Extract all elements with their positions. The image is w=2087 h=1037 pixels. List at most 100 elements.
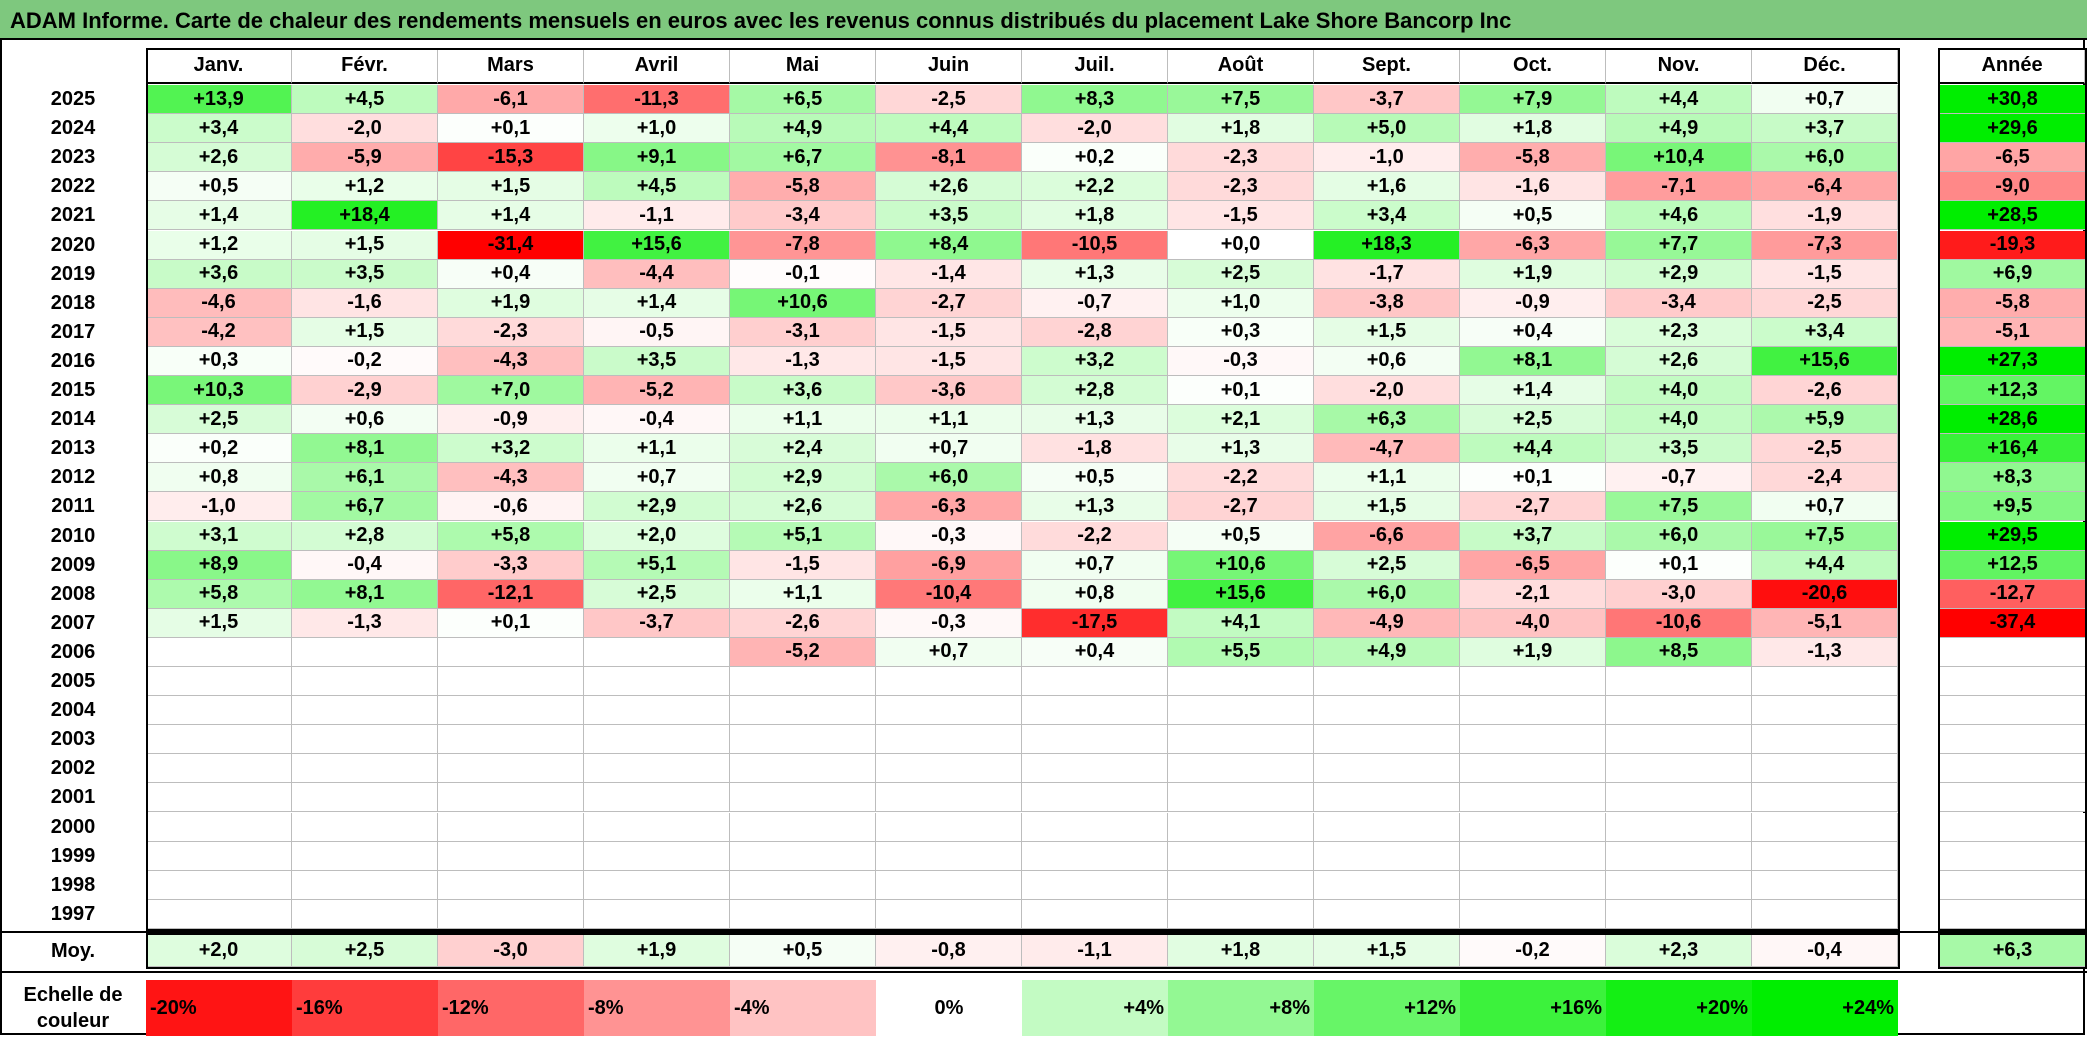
heatmap-cell: +2,5	[1168, 259, 1314, 289]
heatmap-cell: +6,7	[730, 143, 876, 173]
heatmap-cell	[1752, 754, 1898, 784]
year-label: 2001	[50, 786, 96, 809]
heatmap-cell: -17,5	[1022, 608, 1168, 638]
heatmap-cell	[146, 696, 292, 726]
heatmap-cell: -3,8	[1314, 288, 1460, 318]
heatmap-cell: +3,4	[1314, 201, 1460, 231]
heatmap-cell: +0,7	[1022, 550, 1168, 580]
color-scale-stop: +4%	[1022, 980, 1168, 1036]
heatmap-cell: -2,0	[1022, 114, 1168, 144]
month-header: Juin	[876, 48, 1022, 84]
heatmap-cell: -6,1	[438, 85, 584, 115]
month-header: Août	[1168, 48, 1314, 84]
heatmap-cell: +8,3	[1022, 85, 1168, 115]
heatmap-cell: +2,5	[1460, 405, 1606, 435]
annual-cell: +12,3	[1940, 376, 2085, 406]
heatmap-cell: +5,8	[438, 521, 584, 551]
heatmap-cell: +2,3	[1606, 317, 1752, 347]
heatmap-cell	[584, 696, 730, 726]
heatmap-cell	[1606, 725, 1752, 755]
heatmap-cell: +18,3	[1314, 230, 1460, 260]
heatmap-cell: +2,6	[730, 492, 876, 522]
heatmap-cell: -0,9	[438, 405, 584, 435]
heatmap-cell	[730, 667, 876, 697]
heatmap-cell: -0,4	[292, 550, 438, 580]
heatmap-cell	[292, 667, 438, 697]
month-header: Juil.	[1022, 48, 1168, 84]
heatmap-cell: +3,2	[1022, 346, 1168, 376]
heatmap-cell: -2,3	[438, 317, 584, 347]
heatmap-cell: +8,4	[876, 230, 1022, 260]
heatmap-cell	[438, 783, 584, 813]
month-header: Janv.	[146, 48, 292, 84]
annual-cell: -6,5	[1940, 143, 2085, 173]
heatmap-cell: -2,6	[1752, 376, 1898, 406]
heatmap-cell	[730, 783, 876, 813]
heatmap-cell	[146, 754, 292, 784]
heatmap-cell	[1460, 812, 1606, 842]
heatmap-cell: -4,2	[146, 317, 292, 347]
color-scale-stop: -12%	[438, 980, 584, 1036]
heatmap-cell: -11,3	[584, 85, 730, 115]
month-header: Nov.	[1606, 48, 1752, 84]
average-separator-bottom	[0, 971, 2087, 973]
heatmap-cell: +6,7	[292, 492, 438, 522]
heatmap-cell	[876, 725, 1022, 755]
year-label: 2017	[50, 320, 96, 343]
heatmap-cell: -20,6	[1752, 579, 1898, 609]
year-label: 2012	[50, 466, 96, 489]
heatmap-cell: -3,6	[876, 376, 1022, 406]
heatmap-cell	[1168, 725, 1314, 755]
heatmap-cell	[1752, 725, 1898, 755]
annual-cell: +9,5	[1940, 492, 2085, 522]
month-header: Mai	[730, 48, 876, 84]
heatmap-cell: -5,2	[730, 637, 876, 667]
heatmap-cell: +15,6	[1752, 346, 1898, 376]
heatmap-cell: +9,1	[584, 143, 730, 173]
annual-cell: +6,9	[1940, 259, 2085, 289]
heatmap-cell: +1,5	[1314, 317, 1460, 347]
annual-cell: -5,1	[1940, 317, 2085, 347]
heatmap-cell	[876, 696, 1022, 726]
heatmap-cell: +6,0	[1606, 521, 1752, 551]
heatmap-cell: +1,5	[292, 317, 438, 347]
heatmap-cell: +0,1	[1168, 376, 1314, 406]
heatmap-cell: +1,1	[876, 405, 1022, 435]
year-label: 2019	[50, 262, 96, 285]
heatmap-cell	[584, 899, 730, 929]
heatmap-cell: +2,4	[730, 434, 876, 464]
heatmap-cell	[1752, 667, 1898, 697]
heatmap-cell: -2,6	[730, 608, 876, 638]
annual-cell: +29,6	[1940, 114, 2085, 144]
heatmap-cell: -2,0	[292, 114, 438, 144]
heatmap-cell: +7,9	[1460, 85, 1606, 115]
heatmap-cell: -0,1	[730, 259, 876, 289]
heatmap-cell	[292, 783, 438, 813]
heatmap-cell: -12,1	[438, 579, 584, 609]
heatmap-cell	[146, 841, 292, 871]
year-label: 2024	[50, 117, 96, 140]
heatmap-cell	[1168, 899, 1314, 929]
heatmap-cell: -3,4	[1606, 288, 1752, 318]
heatmap-cell: -10,5	[1022, 230, 1168, 260]
heatmap-cell	[438, 841, 584, 871]
heatmap-cell	[1460, 725, 1606, 755]
heatmap-cell	[584, 870, 730, 900]
heatmap-cell: +3,6	[730, 376, 876, 406]
color-scale-stop: -8%	[584, 980, 730, 1036]
heatmap-cell	[1168, 696, 1314, 726]
heatmap-cell: +4,6	[1606, 201, 1752, 231]
heatmap-cell	[584, 783, 730, 813]
heatmap-cell: +5,0	[1314, 114, 1460, 144]
heatmap-cell: -2,3	[1168, 172, 1314, 202]
heatmap-cell: +4,4	[876, 114, 1022, 144]
heatmap-cell	[1606, 783, 1752, 813]
average-cell: +1,5	[1314, 935, 1460, 967]
heatmap-cell: +4,4	[1460, 434, 1606, 464]
heatmap-cell	[1168, 841, 1314, 871]
year-label: 2020	[50, 233, 96, 256]
heatmap-cell: +1,4	[1460, 376, 1606, 406]
annual-cell: -12,7	[1940, 579, 2085, 609]
heatmap-cell	[438, 696, 584, 726]
heatmap-cell: -31,4	[438, 230, 584, 260]
